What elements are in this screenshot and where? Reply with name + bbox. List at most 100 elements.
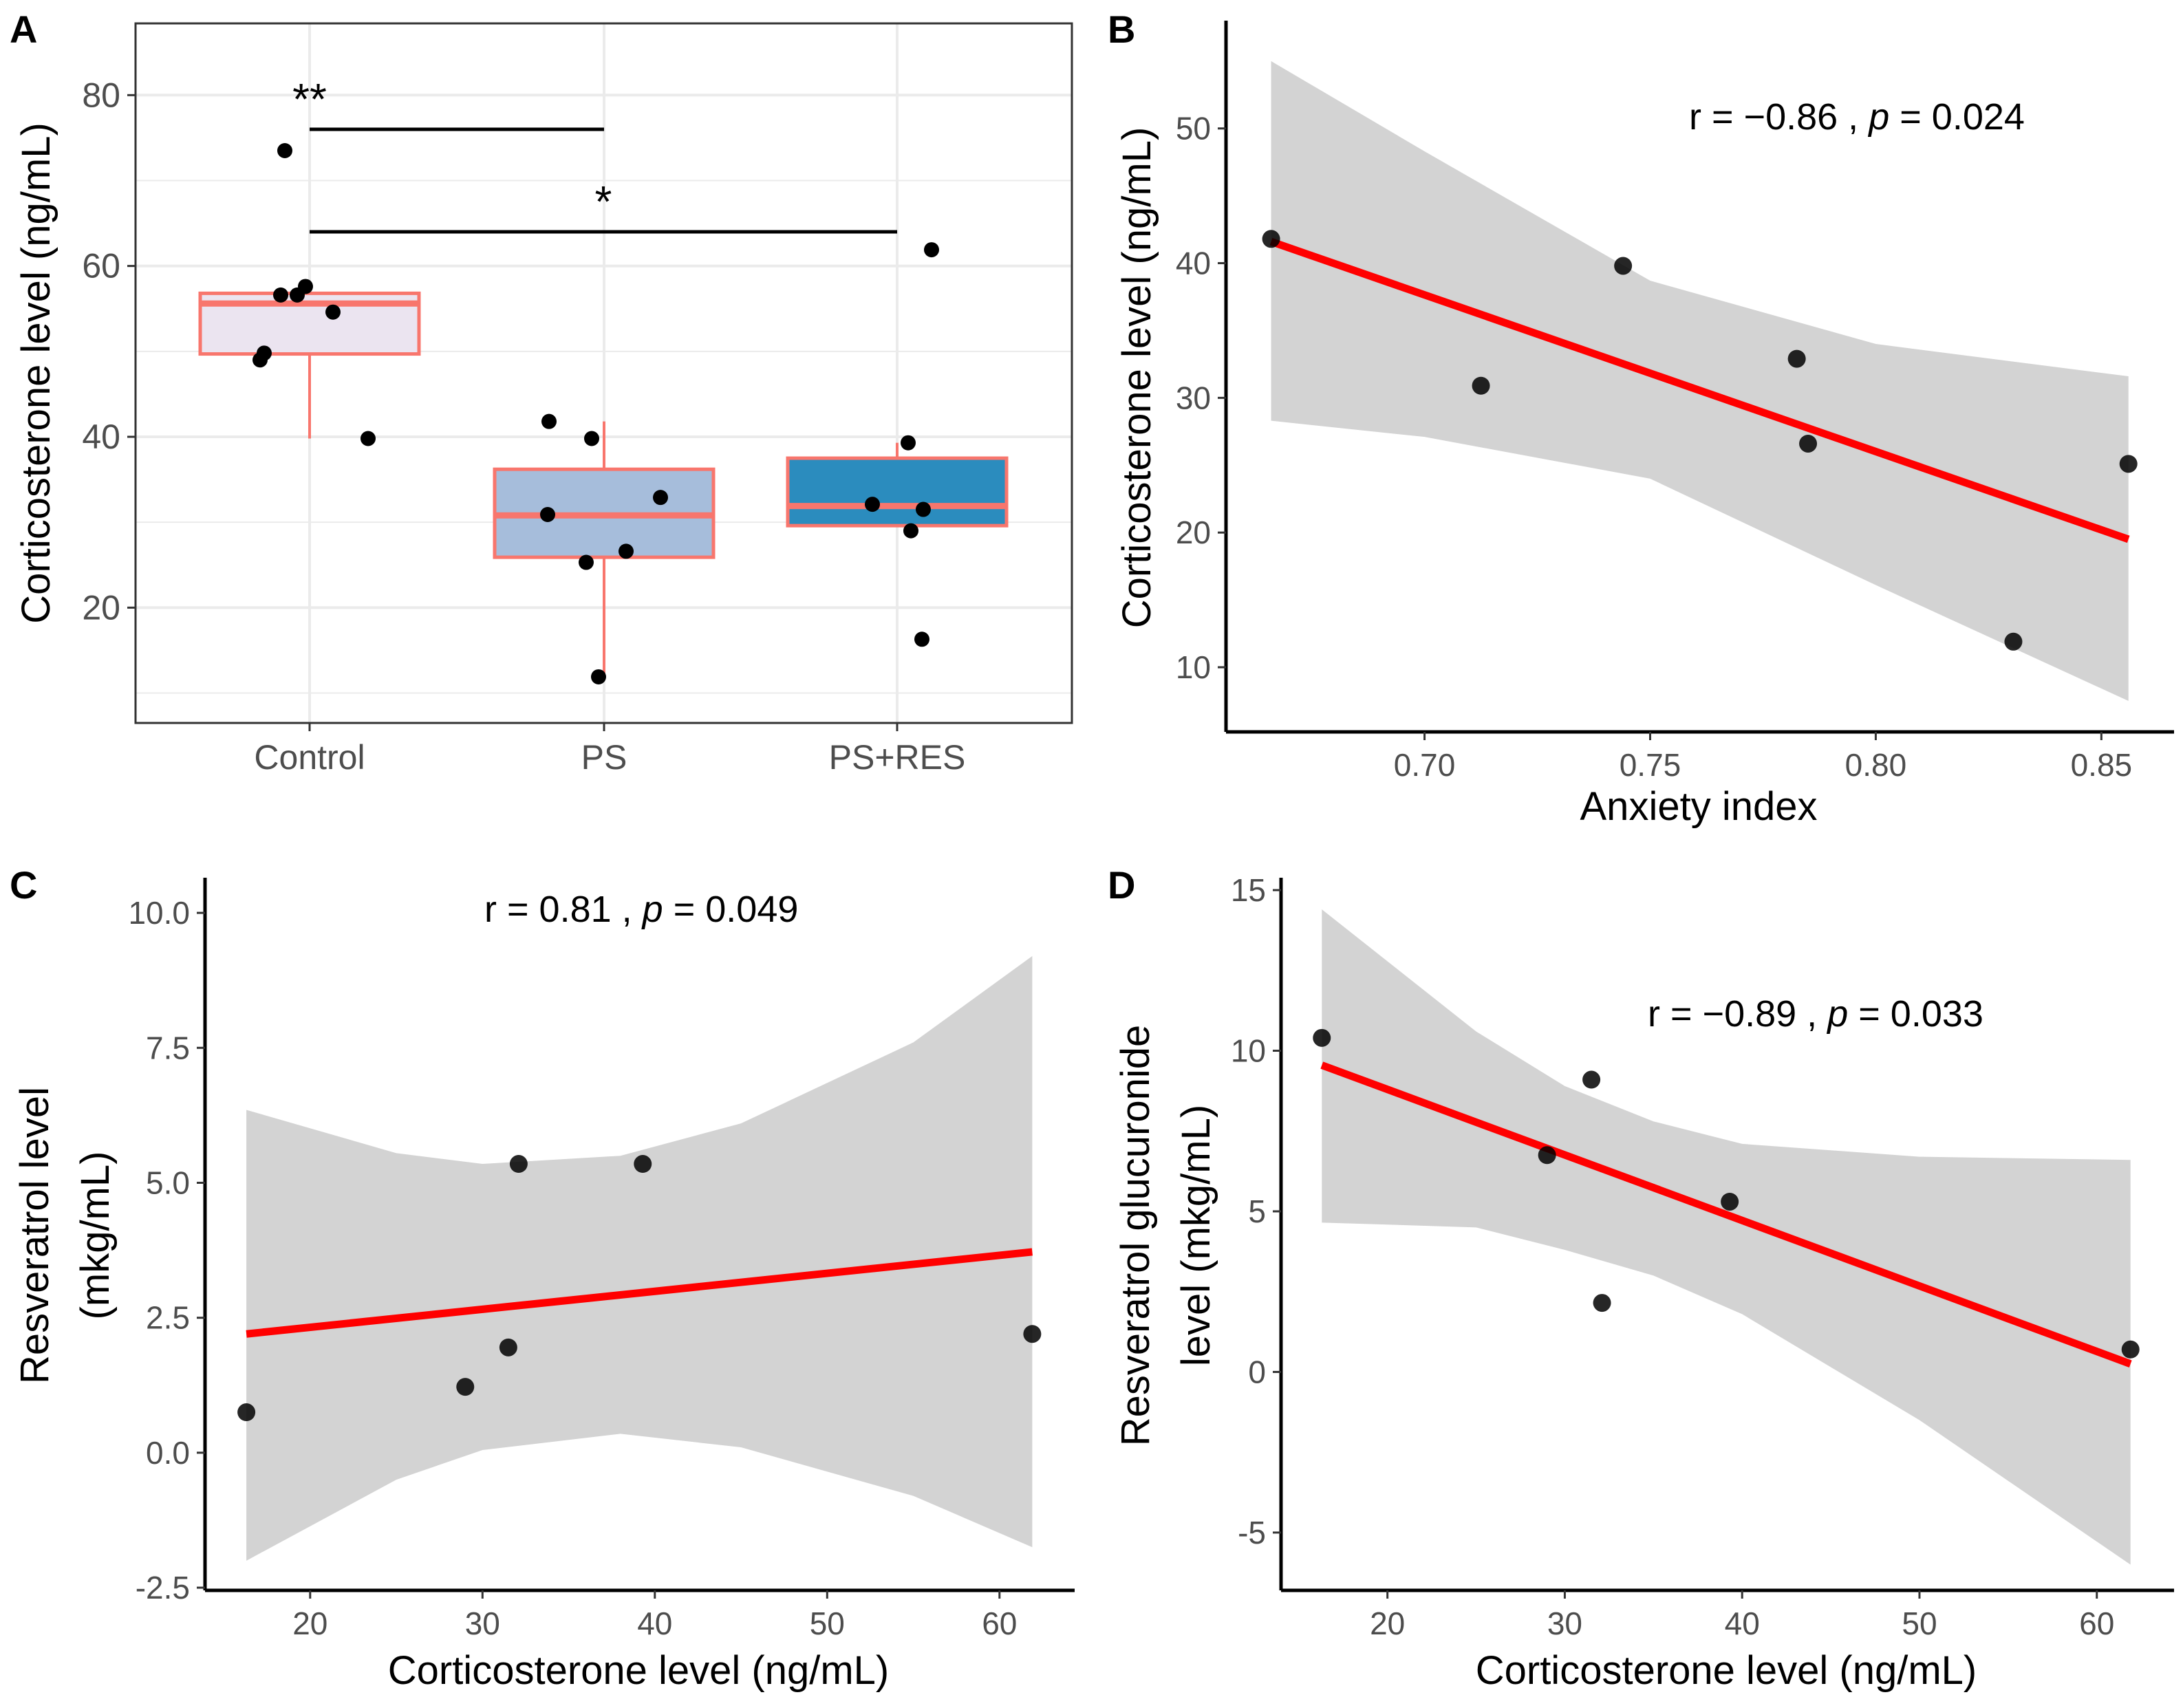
- data-point: [901, 435, 916, 451]
- y-tick-label: 40: [82, 418, 120, 456]
- y-tick-label: 0.0: [146, 1435, 190, 1471]
- data-point: [361, 431, 376, 446]
- annotation-part: ,: [1796, 993, 1827, 1035]
- x-tick-label: 30: [465, 1606, 500, 1641]
- x-tick-label: 40: [637, 1606, 672, 1641]
- y-axis-title: Corticosterone level (ng/mL): [14, 122, 58, 624]
- y-tick-label: 5.0: [146, 1165, 190, 1200]
- data-point: [456, 1378, 475, 1396]
- data-point: [1023, 1325, 1042, 1343]
- confidence-band: [246, 955, 1033, 1561]
- data-point: [541, 413, 557, 429]
- x-tick-label: Control: [254, 738, 365, 777]
- x-axis-title: Corticosterone level (ng/mL): [388, 1648, 890, 1693]
- y-tick-label: -5: [1238, 1515, 1266, 1550]
- y-axis-title: Resveratrol glucuronide: [1113, 1025, 1158, 1447]
- panel-label-a: A: [10, 8, 37, 51]
- significance-label: **: [292, 74, 327, 124]
- annotation-part: 0.033: [1891, 993, 1983, 1035]
- data-point: [865, 497, 880, 512]
- data-point: [1538, 1146, 1556, 1165]
- x-tick-label: 40: [1725, 1606, 1760, 1641]
- data-point: [1582, 1070, 1601, 1089]
- annotation-part: ,: [612, 889, 643, 930]
- data-point: [1799, 434, 1818, 453]
- panel-b: 10 20 30 40 50 0.70 0.75 0.80 0.85 Anxiety index C…: [1115, 21, 2174, 829]
- data-point: [2121, 1340, 2140, 1359]
- x-tick-label: 0.85: [2071, 747, 2133, 783]
- y-tick-label: 40: [1176, 246, 1211, 281]
- data-point: [540, 507, 555, 523]
- confidence-band: [1322, 909, 2131, 1565]
- y-axis-title: Corticosterone level (ng/mL): [1115, 127, 1159, 629]
- regression-line: [1269, 238, 2130, 543]
- data-point: [914, 631, 929, 647]
- x-tick-label: 50: [1902, 1606, 1937, 1641]
- annotation-part: =: [1848, 993, 1891, 1035]
- x-axis-title: Anxiety index: [1580, 784, 1818, 829]
- x-tick-label: 50: [810, 1606, 845, 1641]
- data-point: [619, 543, 634, 559]
- data-point: [2004, 632, 2023, 651]
- x-tick-label: 60: [2079, 1606, 2114, 1641]
- data-point: [1262, 230, 1280, 248]
- annotation-part: 0.049: [705, 889, 798, 930]
- data-point: [325, 304, 341, 320]
- data-point: [1721, 1192, 1739, 1211]
- panel-label-c: C: [10, 863, 37, 907]
- annotation-part: =: [1701, 96, 1744, 138]
- y-tick-label: 15: [1231, 872, 1266, 908]
- data-point: [1313, 1028, 1331, 1047]
- y-tick-label: 2.5: [146, 1300, 190, 1336]
- x-tick-label: 20: [1370, 1606, 1405, 1641]
- annotation-part: ,: [1838, 96, 1869, 138]
- x-tick-label: PS+RES: [829, 738, 966, 777]
- x-axis-title: Corticosterone level (ng/mL): [1476, 1648, 1977, 1693]
- box-ps-res: [786, 456, 1009, 528]
- annotation-part: p: [1826, 993, 1848, 1035]
- panel-label-b: B: [1108, 8, 1135, 51]
- data-point: [916, 501, 931, 517]
- annotation-part: =: [1660, 993, 1703, 1035]
- data-point: [499, 1338, 517, 1356]
- annotation-part: 0.81: [539, 889, 612, 930]
- annotation-part: =: [1889, 96, 1932, 138]
- data-point: [584, 431, 599, 446]
- x-tick-label: 20: [292, 1606, 327, 1641]
- data-point: [273, 287, 288, 303]
- y-tick-label: 10: [1176, 649, 1211, 685]
- significance-label: *: [595, 177, 612, 226]
- correlation-annotation: r = −0.86 , p = 0.024: [1689, 96, 2025, 138]
- panel-c: -2.5 0.0 2.5 5.0 7.5 10.0 20 30 40 50 60 Corticoste…: [12, 878, 1075, 1693]
- y-axis-title: level (mkg/mL): [1174, 1105, 1218, 1366]
- data-point: [579, 554, 594, 570]
- y-tick-label: 80: [82, 76, 120, 114]
- panel-label-d: D: [1108, 863, 1135, 907]
- x-tick-label: PS: [581, 738, 627, 777]
- y-tick-label: 10: [1231, 1033, 1266, 1068]
- data-point: [2119, 455, 2138, 473]
- y-tick-label: 60: [82, 247, 120, 285]
- data-point: [1593, 1294, 1611, 1312]
- x-tick-label: 0.80: [1845, 747, 1907, 783]
- y-axis-title: Resveratrol level: [12, 1087, 57, 1384]
- data-point: [1787, 349, 1806, 368]
- regression-line: [246, 1248, 1033, 1338]
- annotation-part: =: [663, 889, 706, 930]
- data-point: [237, 1403, 256, 1422]
- y-tick-label: 20: [82, 588, 120, 627]
- data-point: [1614, 257, 1633, 275]
- x-tick-label: 0.70: [1394, 747, 1456, 783]
- y-tick-label: 5: [1248, 1193, 1266, 1229]
- x-tick-label: 60: [982, 1606, 1017, 1641]
- y-tick-label: 7.5: [146, 1030, 190, 1066]
- data-point: [509, 1155, 528, 1174]
- data-point: [903, 523, 918, 539]
- annotation-part: =: [497, 889, 539, 930]
- correlation-annotation: r = −0.89 , p = 0.033: [1648, 993, 1983, 1035]
- data-point: [653, 490, 668, 506]
- annotation-part: −0.89: [1703, 993, 1797, 1035]
- annotation-part: r: [1648, 993, 1660, 1035]
- regression-line: [1320, 1061, 2132, 1368]
